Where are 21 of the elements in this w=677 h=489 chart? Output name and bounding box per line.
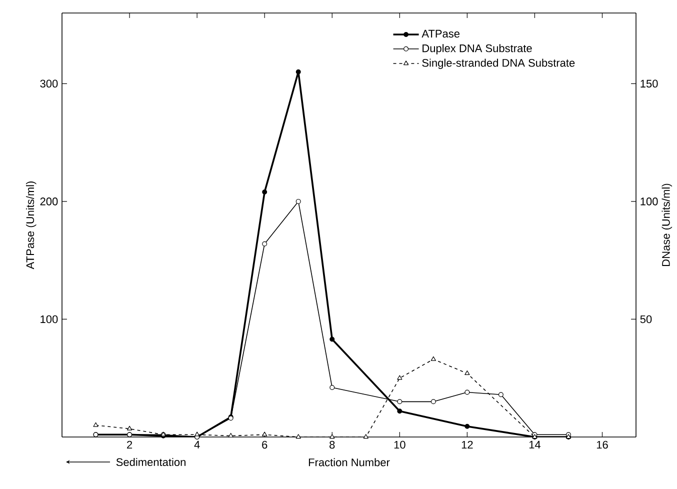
text: Sedimentation: [116, 458, 186, 466]
x-tick-label: 8: [330, 440, 335, 449]
y-tick-label: 100: [40, 315, 58, 324]
x-tick-label: 6: [262, 440, 268, 449]
x-tick-label: 10: [394, 440, 406, 449]
x-axis-title: Fraction Number: [308, 458, 390, 466]
x-tick-label: 4: [194, 440, 200, 448]
x-tick-label: 16: [596, 440, 608, 449]
x-tick-label: 14: [529, 440, 541, 448]
x-tick-label: 2: [127, 440, 132, 449]
y2-axis-title: DNase (Units/ml): [662, 184, 672, 266]
x-tick-label: 12: [462, 440, 473, 449]
y2-tick-label: 100: [640, 198, 658, 206]
y-tick-label: 300: [40, 80, 58, 88]
legend-label: ATPase: [422, 30, 460, 38]
legend-label: Duplex DNA Substrate: [422, 44, 532, 54]
y-tick-label: 200: [40, 198, 58, 206]
y2-tick-label: 150: [640, 80, 658, 88]
y2-tick-label: 50: [640, 315, 652, 324]
y-axis-title: ATPase (Units/ml): [26, 181, 36, 270]
legend-label: Single-stranded DNA Substrate: [422, 58, 575, 69]
